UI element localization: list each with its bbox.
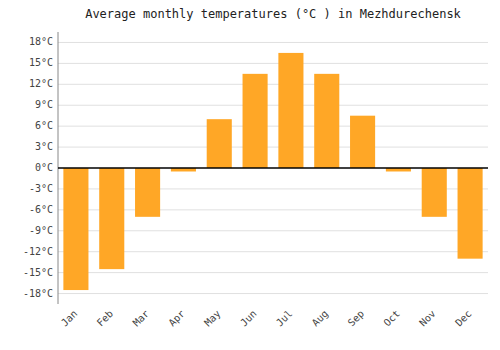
bar — [422, 168, 447, 217]
x-tick-label: May — [202, 308, 223, 329]
x-tick-label: Sep — [346, 308, 367, 329]
y-tick-label: 9°C — [35, 99, 53, 110]
x-tick-label: Oct — [381, 308, 402, 329]
y-tick-label: 6°C — [35, 120, 53, 131]
y-tick-label: -18°C — [23, 288, 53, 299]
y-tick-label: -9°C — [29, 225, 53, 236]
bars — [63, 53, 482, 290]
x-tick-label: Nov — [417, 308, 438, 329]
bar — [63, 168, 88, 290]
bar — [278, 53, 303, 168]
bar — [99, 168, 124, 269]
bar — [243, 74, 268, 168]
chart: -18°C -15°C -12°C -9°C -6°C -3°C 0°C 3°C 6°C 9°C 1… — [0, 0, 500, 350]
grid-line — [58, 63, 488, 64]
bar — [314, 74, 339, 168]
zero-line — [58, 167, 488, 169]
x-tick-label: Jun — [238, 308, 259, 329]
y-tick-label: 15°C — [29, 57, 53, 68]
x-tick-label: Jul — [274, 308, 295, 329]
grid-line — [58, 272, 488, 273]
x-tick-label: Feb — [95, 308, 116, 329]
bar — [458, 168, 483, 259]
x-tick-label: Aug — [310, 308, 331, 329]
y-tick-label: -6°C — [29, 204, 53, 215]
grid-line — [58, 105, 488, 106]
grid-line — [58, 293, 488, 294]
title: Average monthly temperatures (°C ) in Me… — [85, 7, 461, 21]
grid-line — [58, 42, 488, 43]
bar — [135, 168, 160, 217]
bar — [207, 119, 232, 168]
grid-line — [58, 84, 488, 85]
y-tick-label: -3°C — [29, 183, 53, 194]
y-tick-label: -12°C — [23, 246, 53, 257]
y-tick-label: 0°C — [35, 162, 53, 173]
x-tick-label: Mar — [131, 308, 152, 329]
x-tick-label: Dec — [453, 308, 474, 329]
y-tick-label: 18°C — [29, 36, 53, 47]
grid-line — [58, 147, 488, 148]
y-tick-label: 12°C — [29, 78, 53, 89]
x-tick-label: Apr — [166, 308, 187, 329]
y-tick-label: -15°C — [23, 267, 53, 278]
bar — [350, 116, 375, 168]
x-tick-label: Jan — [59, 308, 80, 329]
grid-line — [58, 126, 488, 127]
y-tick-label: 3°C — [35, 141, 53, 152]
